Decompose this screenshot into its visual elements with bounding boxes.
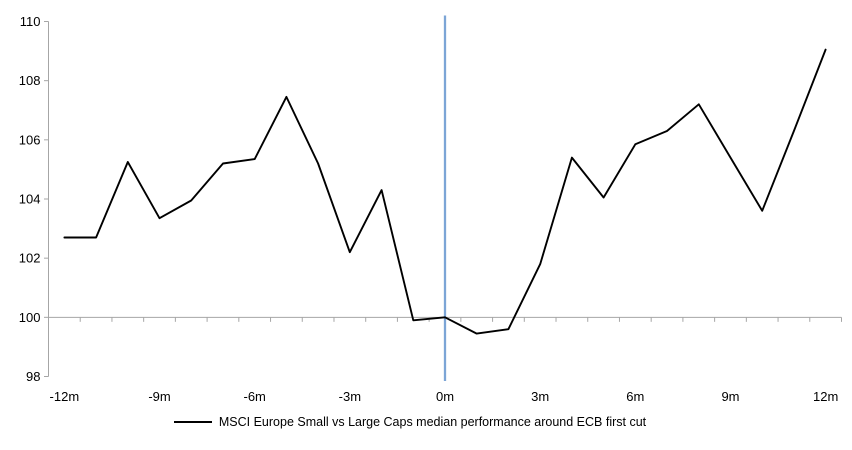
x-axis-tick-label: -12m: [50, 389, 80, 404]
x-axis-tick-label: -6m: [243, 389, 265, 404]
x-axis-tick-label: 12m: [813, 389, 838, 404]
x-axis-tick-label: 6m: [626, 389, 644, 404]
x-axis-tick-label: 0m: [436, 389, 454, 404]
series-line: [63, 48, 827, 335]
y-axis-tick-label: 100: [19, 310, 41, 325]
y-axis-tick-label: 110: [20, 14, 41, 29]
y-axis-tick-label: 102: [19, 251, 41, 266]
y-axis-tick-label: 98: [26, 369, 40, 384]
y-axis-tick-label: 106: [19, 132, 41, 147]
legend: MSCI Europe Small vs Large Caps median p…: [0, 415, 836, 429]
legend-line-swatch: [173, 421, 212, 423]
x-axis-tick-label: -3m: [339, 389, 361, 404]
y-axis-tick-label: 104: [19, 192, 41, 207]
x-axis-tick-label: 9m: [721, 389, 739, 404]
legend-label: MSCI Europe Small vs Large Caps median p…: [218, 415, 647, 429]
x-axis-tick-label: -9m: [148, 389, 170, 404]
x-axis-tick-label: 3m: [531, 389, 549, 404]
y-axis-tick-label: 108: [19, 73, 41, 88]
